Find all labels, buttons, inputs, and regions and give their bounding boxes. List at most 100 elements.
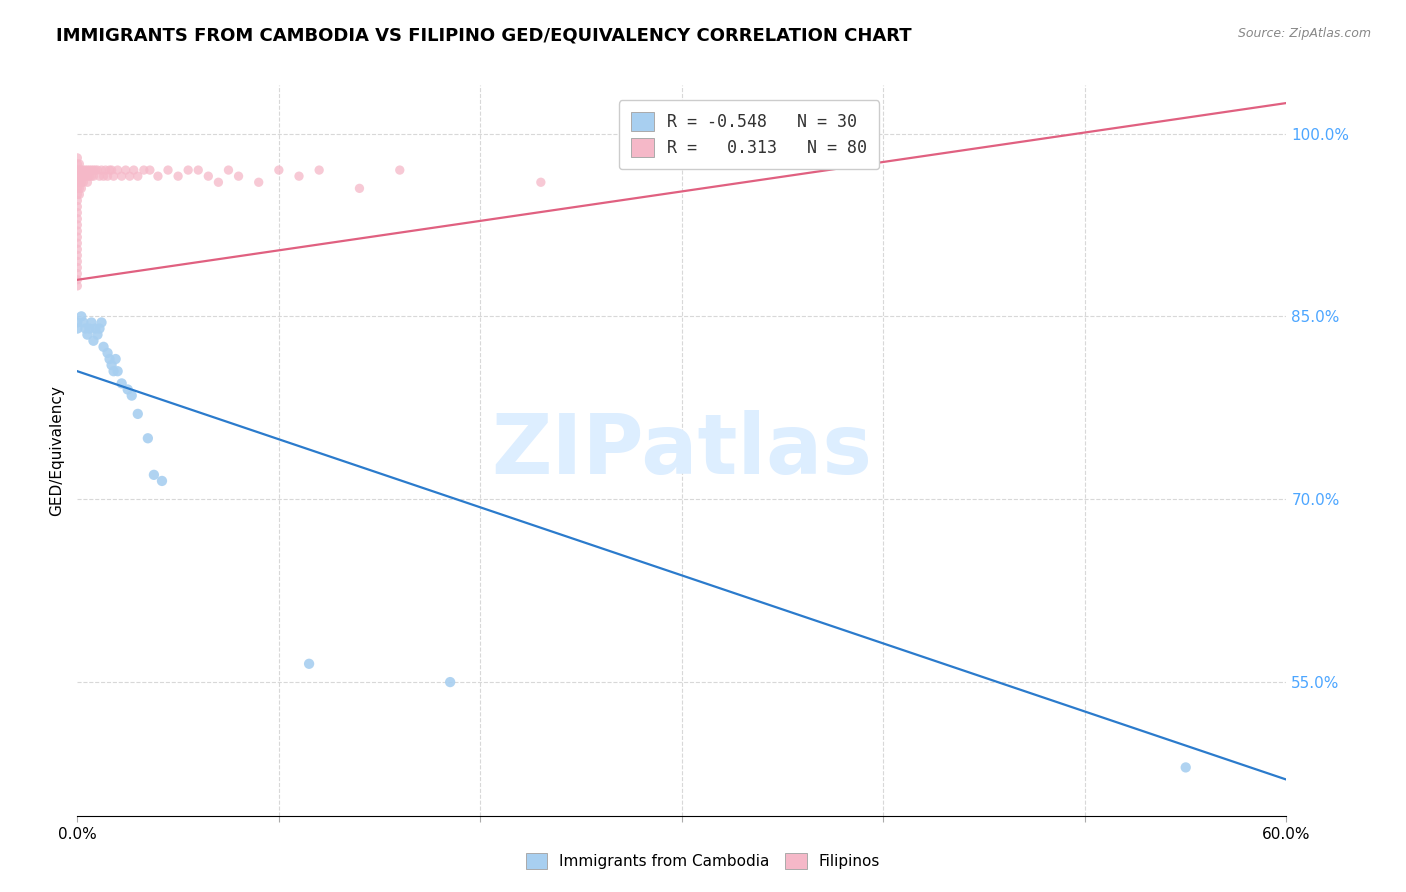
Point <box>80 316 103 330</box>
Point <box>72 175 94 189</box>
Point <box>90 163 112 178</box>
Point <box>122 163 145 178</box>
Point <box>132 163 155 178</box>
Point <box>121 389 143 403</box>
Point <box>96 346 118 360</box>
Point <box>114 163 136 178</box>
Point <box>66 175 89 189</box>
Point <box>84 321 107 335</box>
Point <box>93 340 115 354</box>
Point <box>76 163 98 178</box>
Point <box>136 431 159 445</box>
Legend: Immigrants from Cambodia, Filipinos: Immigrants from Cambodia, Filipinos <box>520 847 886 875</box>
Point <box>66 316 89 330</box>
Point <box>66 243 89 257</box>
Point <box>118 169 141 184</box>
Point <box>67 169 90 184</box>
Point <box>247 175 270 189</box>
Point <box>66 163 89 178</box>
Point <box>66 187 89 202</box>
Point <box>228 169 250 184</box>
Point <box>79 169 101 184</box>
Point <box>66 254 89 268</box>
Point <box>107 163 129 178</box>
Point <box>66 205 89 219</box>
Point <box>103 169 125 184</box>
Point <box>75 321 97 335</box>
Point <box>98 351 121 366</box>
Point <box>66 157 89 171</box>
Point <box>66 260 89 275</box>
Point <box>66 194 89 208</box>
Point <box>70 163 93 178</box>
Point <box>100 163 122 178</box>
Point <box>82 163 104 178</box>
Point <box>82 334 104 348</box>
Point <box>70 169 93 184</box>
Point <box>67 175 90 189</box>
Text: ZIPatlas: ZIPatlas <box>492 410 872 491</box>
Point <box>66 218 89 232</box>
Point <box>127 169 149 184</box>
Point <box>100 358 122 372</box>
Point <box>70 175 93 189</box>
Point <box>103 364 125 378</box>
Point <box>388 163 411 178</box>
Point <box>187 163 209 178</box>
Point <box>76 327 98 342</box>
Point <box>79 163 101 178</box>
Point <box>89 169 111 184</box>
Point <box>79 321 101 335</box>
Point <box>150 474 173 488</box>
Point <box>98 163 121 178</box>
Point <box>139 163 162 178</box>
Point <box>70 310 93 324</box>
Point <box>82 169 104 184</box>
Point <box>67 187 90 202</box>
Point <box>66 169 89 184</box>
Point <box>66 224 89 238</box>
Point <box>218 163 240 178</box>
Point <box>142 467 165 482</box>
Point <box>308 163 330 178</box>
Point <box>288 169 311 184</box>
Point <box>67 181 90 195</box>
Point <box>67 157 90 171</box>
Point <box>157 163 180 178</box>
Point <box>66 151 89 165</box>
Point <box>66 200 89 214</box>
Point <box>72 163 94 178</box>
Point <box>66 267 89 281</box>
Point <box>298 657 321 671</box>
Text: Source: ZipAtlas.com: Source: ZipAtlas.com <box>1237 27 1371 40</box>
Point <box>67 163 90 178</box>
Point <box>66 273 89 287</box>
Point <box>267 163 290 178</box>
Point <box>80 169 103 184</box>
Y-axis label: GED/Equivalency: GED/Equivalency <box>49 385 65 516</box>
Point <box>66 321 89 335</box>
Point <box>66 278 89 293</box>
Point <box>89 321 111 335</box>
Point <box>530 175 553 189</box>
Point <box>439 675 461 690</box>
Point <box>76 175 98 189</box>
Point <box>1174 760 1197 774</box>
Point <box>146 169 169 184</box>
Point <box>96 169 118 184</box>
Point <box>167 169 190 184</box>
Point <box>111 169 134 184</box>
Point <box>86 163 108 178</box>
Point <box>207 175 229 189</box>
Point <box>90 316 112 330</box>
Point <box>177 163 200 178</box>
Point <box>66 230 89 244</box>
Point <box>66 181 89 195</box>
Point <box>75 163 97 178</box>
Point <box>72 169 94 184</box>
Point <box>349 181 371 195</box>
Point <box>80 163 103 178</box>
Point <box>111 376 134 391</box>
Point <box>70 181 93 195</box>
Point <box>66 211 89 226</box>
